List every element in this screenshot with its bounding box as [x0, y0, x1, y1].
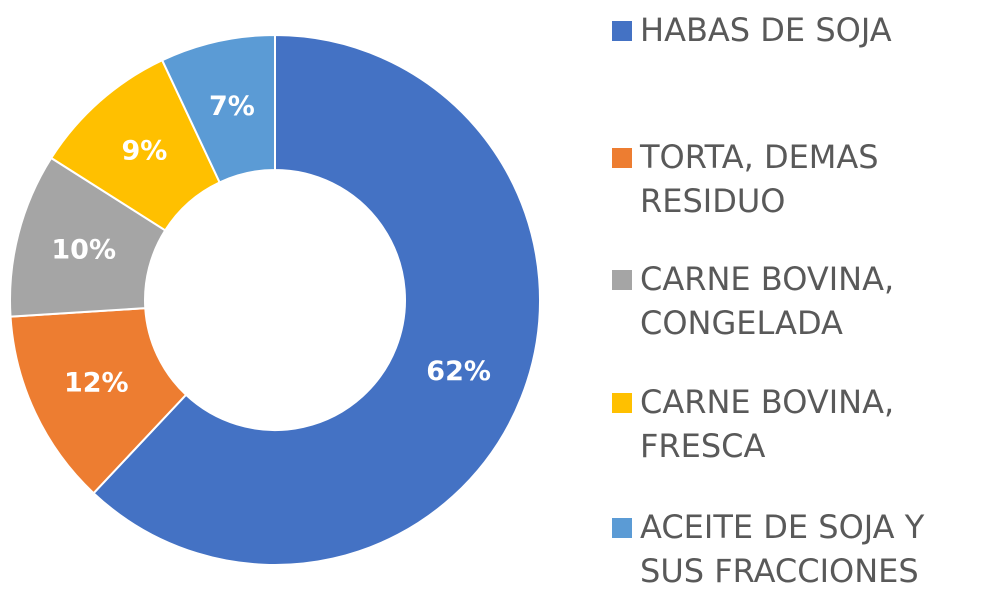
legend-label: CARNE BOVINA, FRESCA: [640, 383, 895, 465]
legend-swatch: [612, 270, 632, 290]
legend-label: ACEITE DE SOJA Y SUS FRACCIONES: [640, 508, 925, 590]
donut-segment: [92, 33, 541, 566]
legend-item: CARNE BOVINA, FRESCA: [612, 380, 997, 468]
legend-item: TORTA, DEMAS RESIDUO: [612, 135, 997, 223]
chart: 62% 12% 10% 9% 7%: [9, 33, 541, 566]
legend-label: CARNE BOVINA, CONGELADA: [640, 260, 895, 342]
legend-swatch: [612, 21, 632, 41]
legend-swatch: [612, 393, 632, 413]
legend-label: TORTA, DEMAS RESIDUO: [640, 138, 879, 220]
data-label: 9%: [121, 135, 167, 166]
legend-swatch: [612, 148, 632, 168]
legend-swatch: [612, 518, 632, 538]
legend-item: CARNE BOVINA, CONGELADA: [612, 257, 997, 345]
legend-item: ACEITE DE SOJA Y SUS FRACCIONES: [612, 505, 997, 593]
data-label: 62%: [426, 356, 491, 387]
data-label: 12%: [64, 368, 129, 399]
legend-item: HABAS DE SOJA: [612, 8, 997, 52]
data-label: 7%: [209, 91, 255, 122]
legend-label: HABAS DE SOJA: [640, 11, 892, 49]
donut-segment: [160, 33, 276, 184]
data-label: 10%: [51, 234, 116, 265]
